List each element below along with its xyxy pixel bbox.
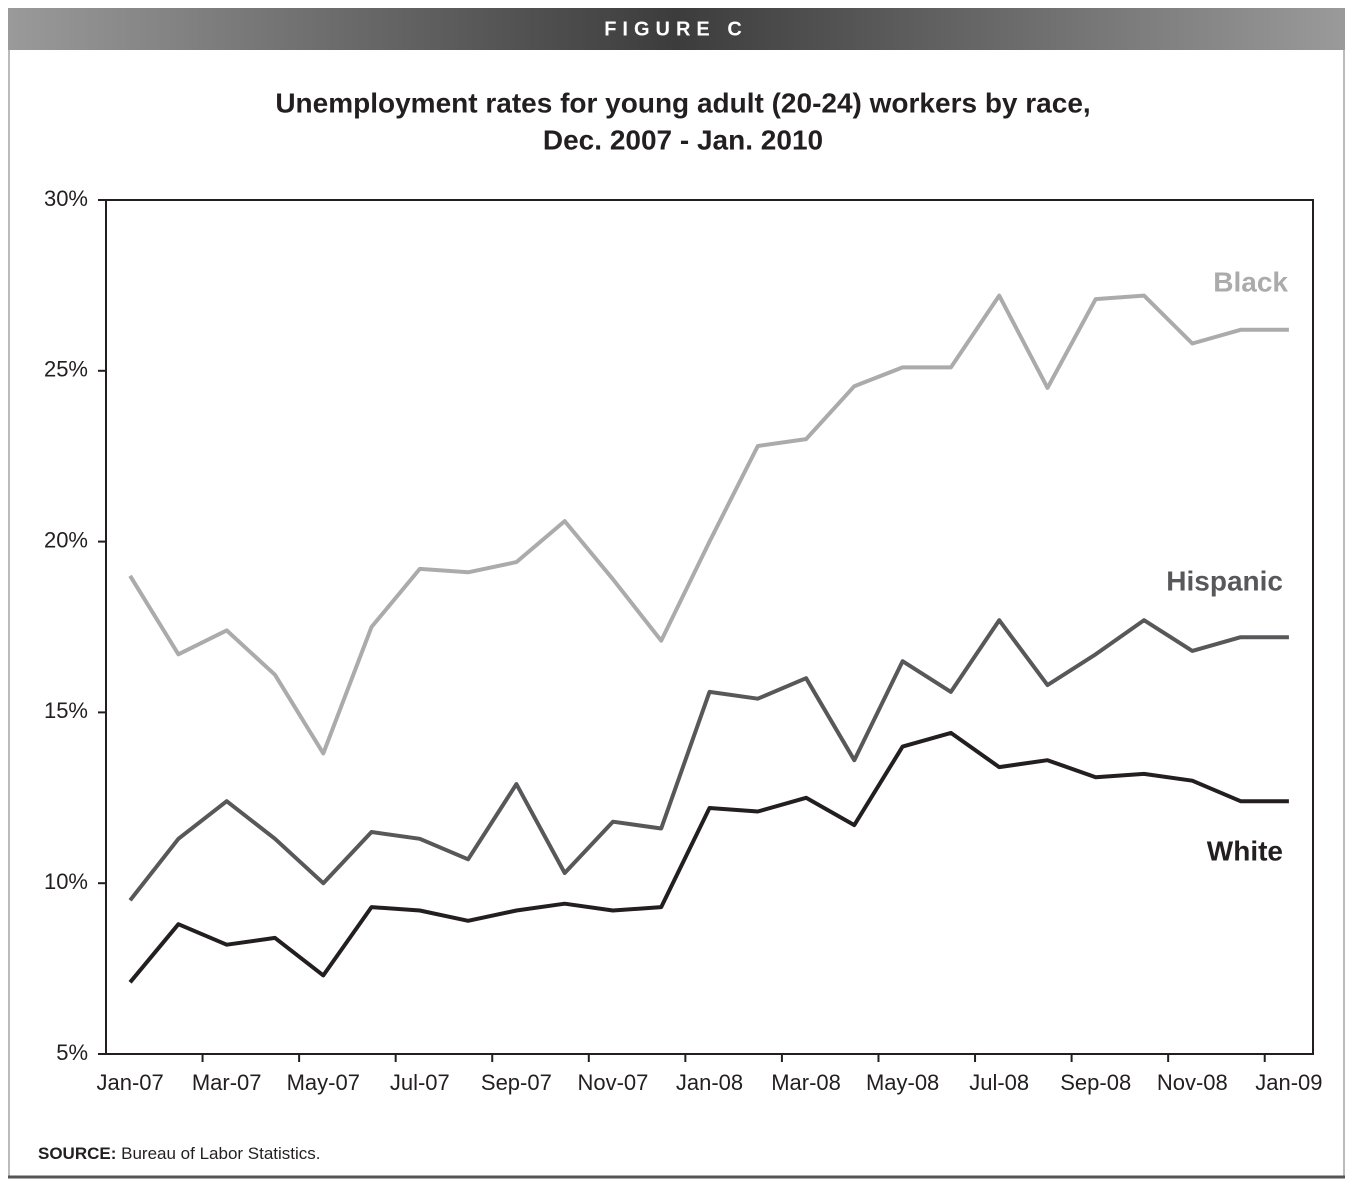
y-tick-label: 25% [44, 357, 88, 382]
chart-title: Dec. 2007 - Jan. 2010 [543, 124, 823, 155]
x-tick-label: May-08 [866, 1070, 939, 1095]
x-tick-label: Mar-08 [771, 1070, 841, 1095]
series-line [128, 293, 1289, 756]
x-tick-label: Jan-08 [676, 1070, 743, 1095]
x-tick-label: Jan-09 [1255, 1070, 1322, 1095]
source-label: SOURCE: [38, 1144, 116, 1163]
plot-frame [105, 199, 1314, 1055]
x-tick-label: Mar-07 [192, 1070, 262, 1095]
x-tick-label: Sep-07 [481, 1070, 552, 1095]
y-tick-label: 30% [44, 186, 88, 211]
x-tick-label: Jul-08 [969, 1070, 1029, 1095]
y-tick-label: 15% [44, 698, 88, 723]
x-tick-label: May-07 [287, 1070, 360, 1095]
series-label: Black [1213, 266, 1288, 297]
source: SOURCE: Bureau of Labor Statistics. [38, 1144, 321, 1163]
y-tick-label: 5% [56, 1040, 88, 1065]
x-tick-label: Jul-07 [390, 1070, 450, 1095]
series-line [128, 730, 1289, 984]
series-label: Hispanic [1166, 565, 1283, 596]
x-tick-label: Nov-07 [577, 1070, 648, 1095]
x-tick-label: Sep-08 [1060, 1070, 1131, 1095]
x-tick-label: Nov-08 [1157, 1070, 1228, 1095]
header-bar [8, 8, 1345, 50]
x-tick-label: Jan-07 [96, 1070, 163, 1095]
series-label: White [1207, 835, 1283, 866]
source-text: Bureau of Labor Statistics. [121, 1144, 320, 1163]
figure-label: FIGURE C [604, 18, 748, 40]
y-tick-label: 20% [44, 527, 88, 552]
chart-title: Unemployment rates for young adult (20-2… [275, 87, 1090, 118]
y-tick-label: 10% [44, 869, 88, 894]
series-line [128, 618, 1289, 902]
